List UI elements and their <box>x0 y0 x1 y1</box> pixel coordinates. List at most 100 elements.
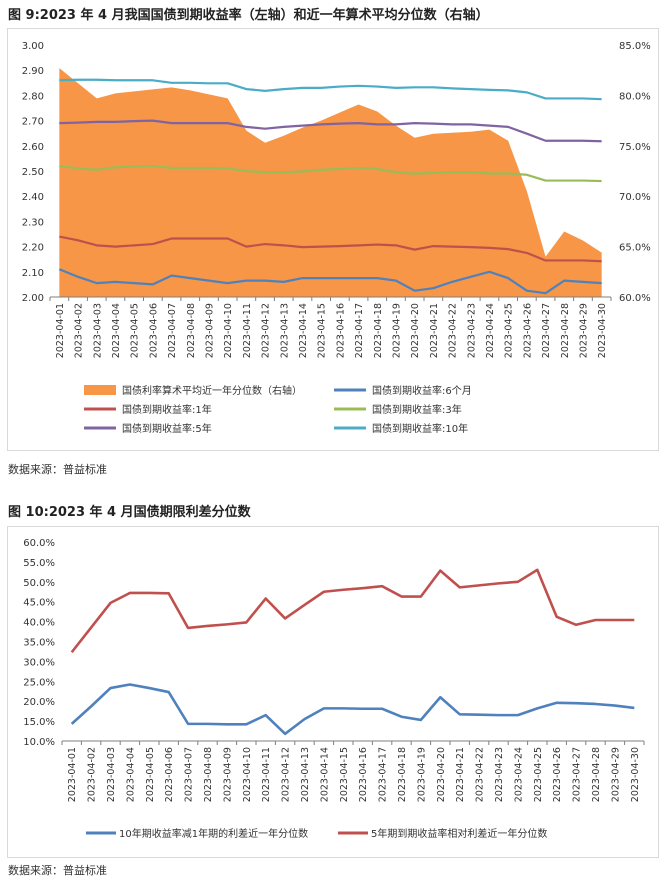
y-tick-label: 15.0% <box>23 717 55 728</box>
figure1-title: 图 9:2023 年 4 月我国国债到期收益率（左轴）和近一年算术平均分位数（右… <box>8 8 489 23</box>
x-tick-label: 2023-04-21 <box>429 303 440 358</box>
x-tick-label: 2023-04-03 <box>92 303 103 358</box>
x-tick-label: 2023-04-18 <box>397 747 408 802</box>
y-left-tick-label: 2.80 <box>22 91 44 102</box>
line-series-0 <box>58 268 602 295</box>
y-tick-label: 50.0% <box>23 578 55 589</box>
x-tick-label: 2023-04-16 <box>335 303 346 358</box>
x-tick-label: 2023-04-01 <box>67 747 78 802</box>
x-tick-label: 2023-04-06 <box>148 303 159 358</box>
x-tick-label: 2023-04-29 <box>578 303 589 358</box>
x-tick-label: 2023-04-12 <box>281 747 292 802</box>
x-tick-label: 2023-04-14 <box>319 747 330 802</box>
y-right-tick-label: 60.0% <box>619 293 651 304</box>
x-tick-label: 2023-04-22 <box>475 747 486 802</box>
x-tick-label: 2023-04-22 <box>448 303 459 358</box>
x-tick-label: 2023-04-06 <box>164 747 175 802</box>
y-right-tick-label: 75.0% <box>619 142 651 153</box>
x-tick-label: 2023-04-17 <box>354 303 365 358</box>
x-tick-label: 2023-04-02 <box>87 747 98 802</box>
line-series-1 <box>70 568 635 654</box>
x-tick-label: 2023-04-10 <box>242 747 253 802</box>
x-tick-label: 2023-04-03 <box>106 747 117 802</box>
legend-label: 国债到期收益率:10年 <box>372 422 468 435</box>
legend-label: 10年期收益率减1年期的利差近一年分位数 <box>119 827 308 840</box>
x-tick-label: 2023-04-07 <box>184 747 195 802</box>
x-tick-label: 2023-04-07 <box>167 303 178 358</box>
y-tick-label: 10.0% <box>23 737 55 748</box>
x-tick-label: 2023-04-23 <box>466 303 477 358</box>
line-series-0 <box>70 683 635 736</box>
y-tick-label: 60.0% <box>23 538 55 549</box>
x-tick-label: 2023-04-25 <box>533 747 544 802</box>
x-tick-label: 2023-04-08 <box>186 303 197 358</box>
legend-label: 国债到期收益率:3年 <box>372 403 462 416</box>
figure2-source: 数据来源：普益标准 <box>8 864 107 877</box>
y-tick-label: 45.0% <box>23 598 55 609</box>
x-tick-label: 2023-04-11 <box>242 303 253 358</box>
line-series-2 <box>59 164 602 183</box>
legend-label: 5年期到期收益率相对利差近一年分位数 <box>371 827 547 840</box>
x-tick-label: 2023-04-28 <box>560 303 571 358</box>
x-tick-label: 2023-04-21 <box>455 747 466 802</box>
x-tick-label: 2023-04-13 <box>279 303 290 358</box>
y-right-tick-label: 65.0% <box>619 243 651 254</box>
x-tick-label: 2023-04-11 <box>261 747 272 802</box>
y-right-tick-label: 80.0% <box>619 91 651 102</box>
chart1-panel: 2.00 2.10 2.20 2.30 2.40 2.50 2.60 2.70 2.80 2.90… <box>7 28 659 451</box>
x-tick-label: 2023-04-09 <box>222 747 233 802</box>
x-tick-label: 2023-04-12 <box>261 303 272 358</box>
x-tick-label: 2023-04-30 <box>597 303 608 358</box>
x-tick-label: 2023-04-15 <box>317 303 328 358</box>
x-tick-label: 2023-04-24 <box>513 747 524 802</box>
x-tick-label: 2023-04-26 <box>552 747 563 802</box>
x-tick-label: 2023-04-24 <box>485 303 496 358</box>
x-tick-label: 2023-04-23 <box>494 747 505 802</box>
x-tick-label: 2023-04-14 <box>298 303 309 358</box>
x-tick-label: 2023-04-04 <box>111 303 122 358</box>
x-tick-label: 2023-04-13 <box>300 747 311 802</box>
y-left-tick-label: 2.20 <box>22 243 44 254</box>
legend-label: 国债到期收益率:6个月 <box>372 384 472 397</box>
x-tick-label: 2023-04-17 <box>378 747 389 802</box>
x-tick-label: 2023-04-19 <box>391 303 402 358</box>
x-tick-label: 2023-04-10 <box>223 303 234 358</box>
y-right-tick-label: 85.0% <box>619 41 651 52</box>
legend-label: 国债利率算术平均近一年分位数（右轴） <box>122 384 302 397</box>
x-tick-label: 2023-04-04 <box>125 747 136 802</box>
x-tick-label: 2023-04-02 <box>74 303 85 358</box>
area-series-percentile <box>59 68 602 298</box>
y-left-tick-label: 3.00 <box>22 41 44 52</box>
chart2-panel: 10.0% 15.0% 20.0% 25.0% 30.0% 35.0% 40.0% 45.0%… <box>7 526 659 858</box>
y-left-tick-label: 2.70 <box>22 117 44 128</box>
y-tick-label: 20.0% <box>23 697 55 708</box>
x-tick-label: 2023-04-08 <box>203 747 214 802</box>
legend-label: 国债到期收益率:5年 <box>122 422 212 435</box>
x-tick-label: 2023-04-18 <box>373 303 384 358</box>
line-series-1 <box>59 235 602 263</box>
x-tick-label: 2023-04-28 <box>591 747 602 802</box>
x-tick-label: 2023-04-15 <box>339 747 350 802</box>
y-tick-label: 55.0% <box>23 558 55 569</box>
legend-label: 国债到期收益率:1年 <box>122 403 212 416</box>
y-right-tick-label: 70.0% <box>619 192 651 203</box>
y-left-tick-label: 2.30 <box>22 217 44 228</box>
x-tick-label: 2023-04-09 <box>204 303 215 358</box>
chart1-svg: 2.00 2.10 2.20 2.30 2.40 2.50 2.60 2.70 2.80 2.90… <box>22 41 651 435</box>
x-tick-label: 2023-04-05 <box>145 747 156 802</box>
y-left-tick-label: 2.60 <box>22 142 44 153</box>
y-left-tick-label: 2.50 <box>22 167 44 178</box>
legend-swatch-area <box>84 385 116 395</box>
x-tick-label: 2023-04-19 <box>416 747 427 802</box>
y-tick-label: 30.0% <box>23 657 55 668</box>
y-tick-label: 40.0% <box>23 618 55 629</box>
x-tick-label: 2023-04-30 <box>630 747 641 802</box>
x-tick-label: 2023-04-20 <box>410 303 421 358</box>
chart2-svg: 10.0% 15.0% 20.0% 25.0% 30.0% 35.0% 40.0% 45.0%… <box>23 538 645 840</box>
figure2-title: 图 10:2023 年 4 月国债期限利差分位数 <box>8 505 251 520</box>
x-tick-label: 2023-04-27 <box>572 747 583 802</box>
x-tick-label: 2023-04-27 <box>541 303 552 358</box>
line-series-3 <box>59 119 602 143</box>
y-left-tick-label: 2.10 <box>22 268 44 279</box>
line-series-4 <box>59 78 602 101</box>
